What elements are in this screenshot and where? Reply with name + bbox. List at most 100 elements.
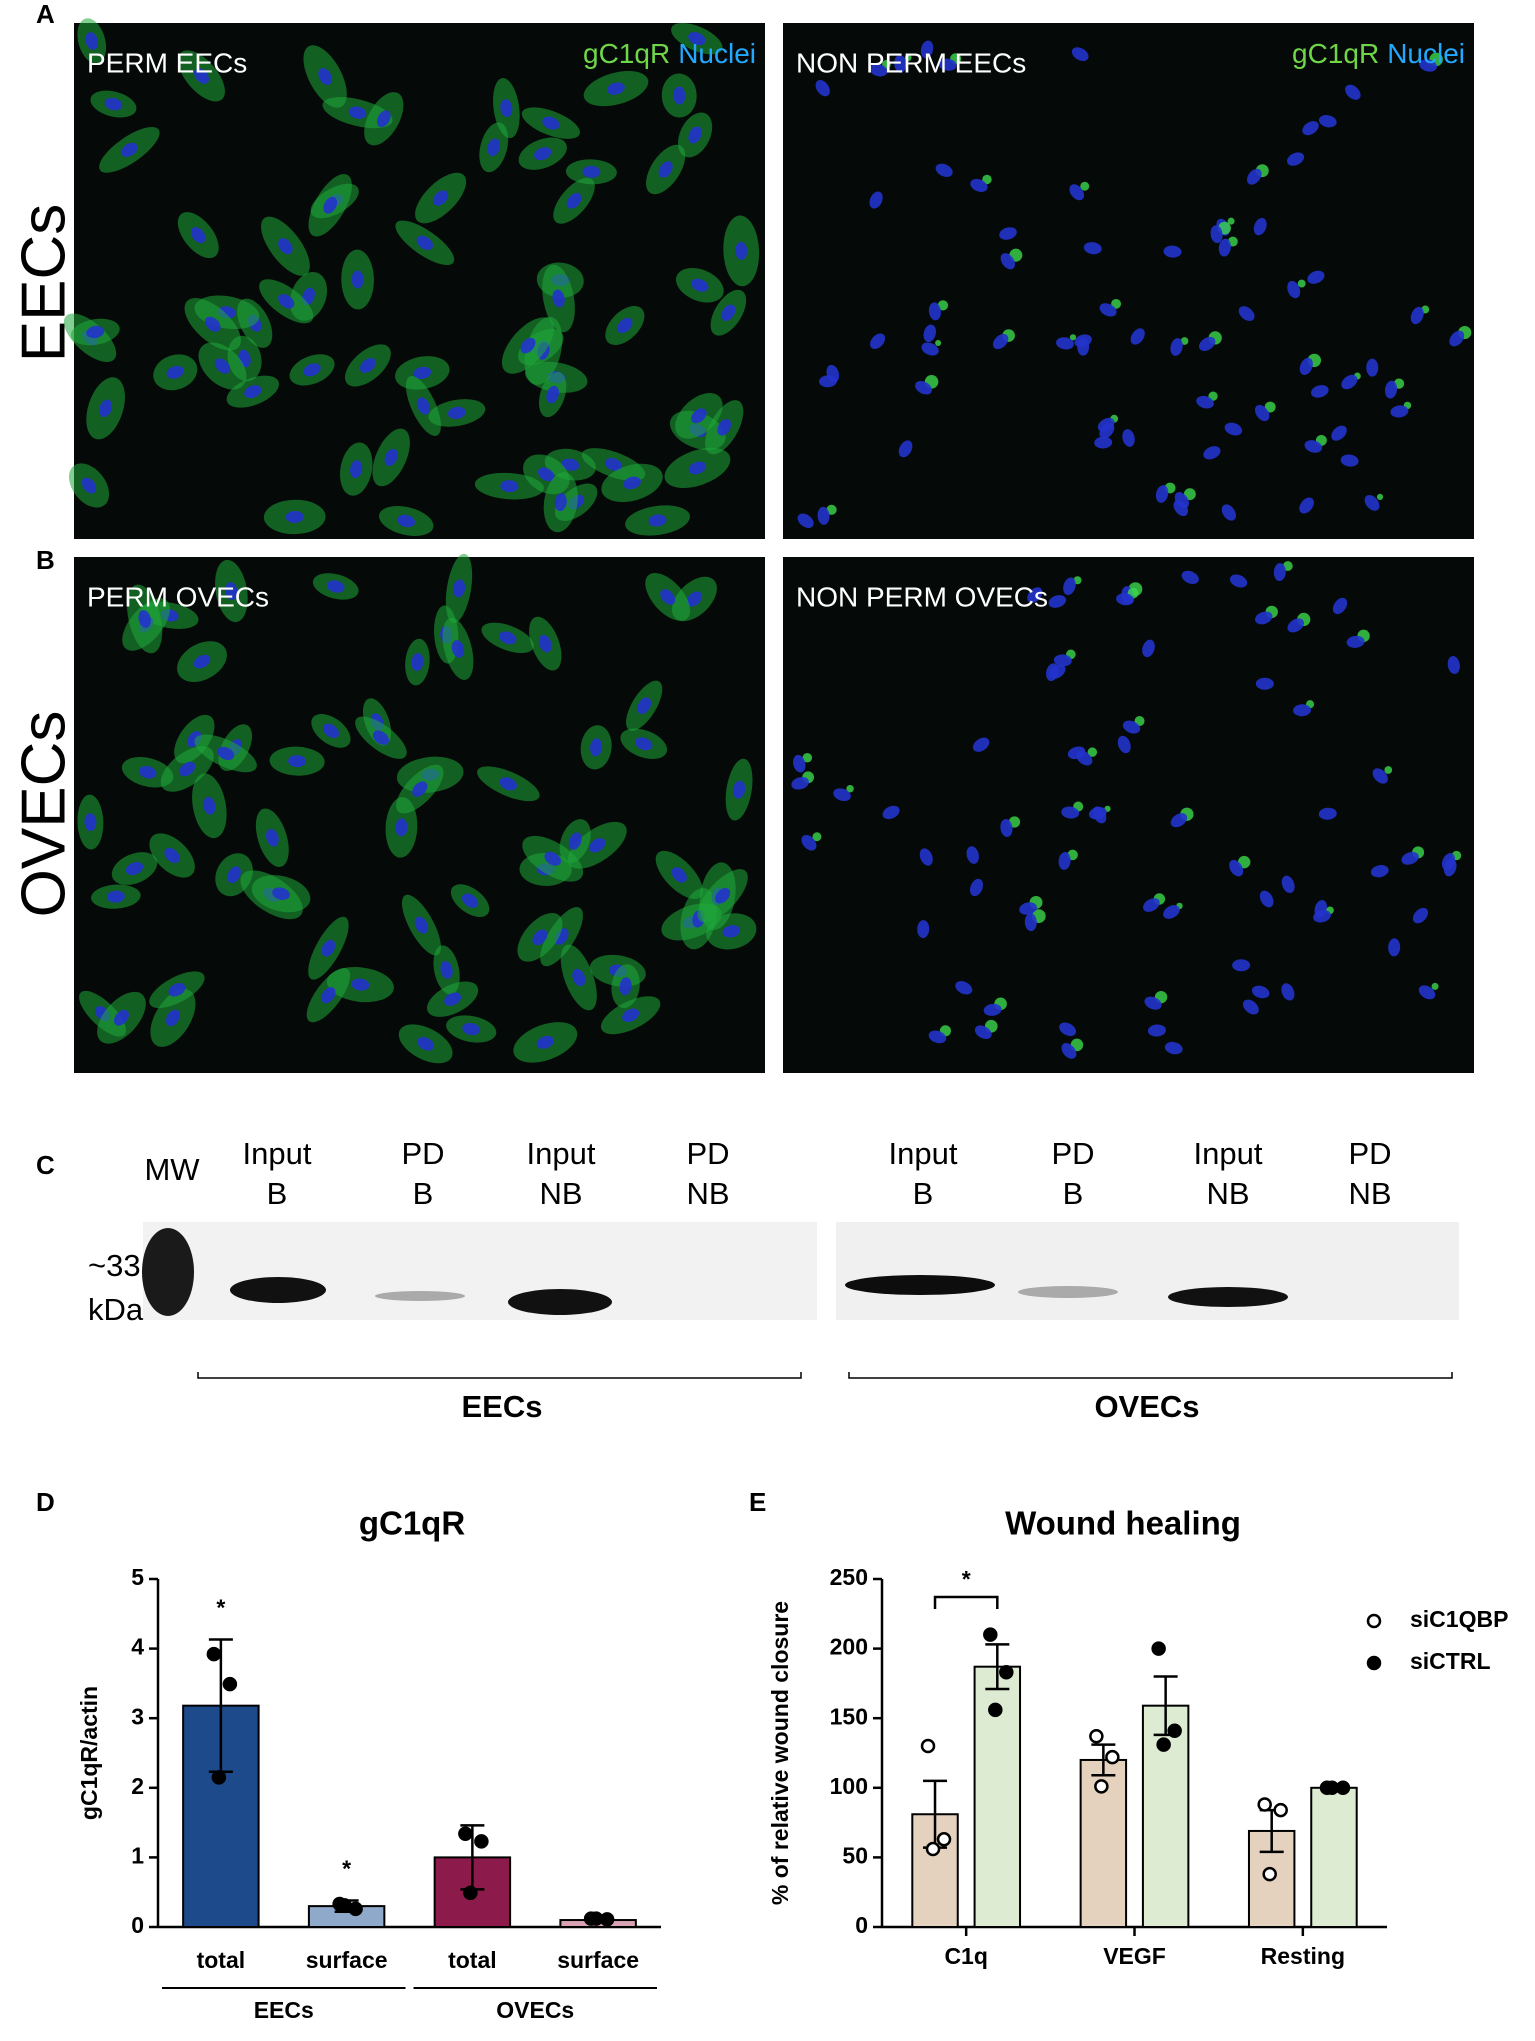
nucleus xyxy=(1049,664,1066,679)
nucleus xyxy=(1255,677,1274,690)
puncta xyxy=(882,59,891,69)
puncta xyxy=(1384,766,1393,774)
data-point xyxy=(458,1826,473,1841)
nucleus xyxy=(1302,121,1319,136)
nucleus xyxy=(321,987,336,1004)
nucleus xyxy=(870,333,886,350)
nucleus xyxy=(623,476,641,490)
stain-label: gC1qR xyxy=(583,38,670,69)
nucleus xyxy=(721,304,736,321)
nucleus xyxy=(487,138,500,157)
panel-label: C xyxy=(36,1150,55,1180)
nucleus xyxy=(691,278,709,292)
nucleus xyxy=(321,939,336,957)
nucleus xyxy=(350,460,363,478)
nucleus xyxy=(1019,902,1037,915)
stain-label: gC1qR xyxy=(1292,38,1379,69)
lane-label: NB xyxy=(1206,1176,1249,1211)
nucleus xyxy=(546,385,559,404)
band xyxy=(845,1275,995,1295)
nucleus xyxy=(1242,999,1259,1015)
nucleus xyxy=(691,408,707,424)
nucleus xyxy=(416,235,433,250)
nucleus xyxy=(817,506,830,525)
nucleus xyxy=(1164,1041,1183,1055)
puncta xyxy=(935,339,942,347)
lane-label: NB xyxy=(1348,1176,1391,1211)
legend-marker xyxy=(1366,1613,1382,1629)
x-tick-label: total xyxy=(448,1947,497,1973)
lane-label: MW xyxy=(144,1152,200,1187)
puncta xyxy=(1227,217,1235,225)
y-tick-label: 250 xyxy=(830,1564,868,1590)
y-axis-label: % of relative wound closure xyxy=(767,1601,793,1905)
nucleus xyxy=(1088,806,1107,820)
nucleus xyxy=(1311,385,1329,398)
nucleus xyxy=(1287,152,1305,166)
nucleus xyxy=(166,1009,180,1027)
puncta xyxy=(1431,982,1439,990)
blot-membrane xyxy=(836,1222,1459,1320)
bar xyxy=(1310,1786,1358,1929)
nucleus xyxy=(138,610,151,628)
lane-label: PD xyxy=(401,1136,444,1171)
nucleus xyxy=(1318,115,1337,128)
error-bar xyxy=(1091,1743,1116,1777)
nucleus xyxy=(452,579,466,598)
nucleus xyxy=(554,493,567,512)
nucleus xyxy=(915,381,933,395)
x-tick-label: surface xyxy=(306,1947,388,1973)
nucleus xyxy=(999,227,1017,240)
nucleus xyxy=(1246,168,1262,185)
data-point xyxy=(1156,1737,1171,1752)
size-label: kDa xyxy=(88,1292,144,1327)
nucleus xyxy=(898,440,913,458)
nucleus xyxy=(568,832,582,850)
nucleus xyxy=(1287,618,1305,633)
significance: * xyxy=(216,1595,225,1621)
nucleus xyxy=(801,834,817,851)
nucleus xyxy=(797,513,814,528)
nucleus xyxy=(462,893,479,908)
nucleus xyxy=(969,878,984,897)
nucleus xyxy=(499,631,517,645)
nucleus xyxy=(561,458,580,471)
bracket xyxy=(848,1372,1453,1379)
nucleus xyxy=(1170,813,1188,828)
nucleus xyxy=(1273,563,1286,582)
nucleus xyxy=(1318,807,1337,820)
nucleus xyxy=(538,634,552,653)
data-point xyxy=(206,1646,222,1662)
chart-title: gC1qR xyxy=(359,1505,466,1542)
x-tick-label: VEGF xyxy=(1103,1943,1166,1969)
nucleus xyxy=(1229,859,1244,877)
legend-label: siC1QBP xyxy=(1410,1606,1508,1632)
puncta xyxy=(982,174,992,185)
nucleus xyxy=(204,316,221,332)
nucleus xyxy=(462,1022,481,1036)
panel-label: D xyxy=(36,1487,55,1517)
nucleus xyxy=(138,766,157,779)
nucleus xyxy=(1254,404,1270,422)
nucleus xyxy=(190,227,206,244)
lane-label: Input xyxy=(527,1136,596,1171)
nucleus xyxy=(411,653,424,672)
data-point xyxy=(988,1702,1003,1718)
nucleus xyxy=(1331,425,1347,441)
nucleus xyxy=(193,654,211,669)
x-tick-label: total xyxy=(197,1947,246,1973)
nucleus xyxy=(894,54,907,73)
data-point xyxy=(925,1841,941,1857)
y-tick-label: 5 xyxy=(131,1564,144,1590)
nucleus xyxy=(722,925,741,938)
nucleus xyxy=(214,358,231,374)
nucleus xyxy=(637,697,652,715)
y-tick-label: 0 xyxy=(855,1912,868,1938)
nucleus xyxy=(1281,875,1295,894)
nucleus xyxy=(397,514,416,528)
nucleus xyxy=(1307,270,1325,284)
nucleus xyxy=(1410,306,1424,325)
nucleus xyxy=(970,178,988,192)
nucleus xyxy=(1122,429,1135,447)
lane-label: PD xyxy=(686,1136,729,1171)
